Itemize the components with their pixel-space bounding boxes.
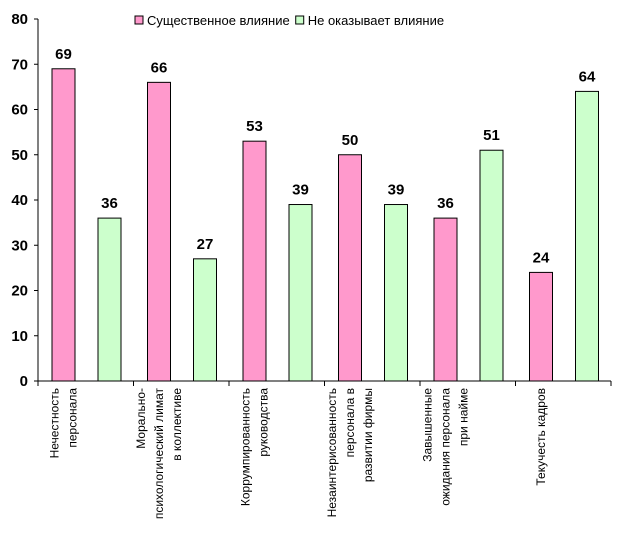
x-tick-label: Морально-: [134, 388, 148, 449]
x-tick-label: ожидания персонала: [439, 388, 453, 506]
data-label: 51: [483, 127, 500, 144]
x-category-label: Текучесть кадров: [534, 388, 548, 486]
y-tick-label: 50: [11, 147, 28, 164]
bar: [193, 258, 217, 382]
x-tick-label: персонала: [66, 388, 80, 448]
x-tick-label: Нечестность: [48, 388, 62, 458]
y-tick-label: 40: [11, 192, 28, 209]
x-tick-label: Коррумпированность: [239, 388, 253, 506]
y-tick-label: 0: [20, 373, 28, 390]
bar: [288, 204, 313, 382]
bar: [529, 271, 553, 382]
data-label: 64: [579, 68, 596, 85]
bar: [575, 90, 599, 382]
x-tick-label: руководства: [257, 388, 271, 457]
bar: [479, 149, 504, 382]
x-tick-label: Завышенные: [421, 388, 435, 462]
y-tick-label: 80: [11, 11, 28, 28]
legend-label: Существенное влияние: [147, 13, 290, 28]
y-tick-label: 60: [11, 102, 28, 119]
data-label: 66: [151, 59, 168, 76]
bar: [242, 140, 267, 382]
data-label: 50: [342, 132, 359, 149]
x-category-label: Завышенные ожидания персонала при найме: [421, 388, 471, 506]
legend-swatch: [295, 15, 305, 25]
y-tick-label: 70: [11, 56, 28, 73]
bar: [147, 81, 171, 382]
data-label: 27: [197, 236, 214, 253]
data-label: 36: [101, 195, 118, 212]
legend: Существенное влияние Не оказывает влияние: [134, 13, 444, 28]
data-label: 24: [533, 249, 550, 266]
x-tick-label: психологический лимат: [152, 388, 166, 520]
bar: [384, 204, 408, 382]
x-category-label: Нечестность персонала: [48, 388, 80, 459]
data-label: 69: [55, 46, 72, 63]
data-label: 53: [246, 118, 263, 135]
bar: [97, 217, 122, 382]
y-tick-label: 10: [11, 328, 28, 345]
bar: [51, 68, 76, 382]
x-tick-label: развитии фирмы: [361, 388, 375, 482]
y-tick-label: 20: [11, 283, 28, 300]
bars: 69 66 53 50 36 24 36 27 39 39 51 64: [51, 46, 599, 382]
x-category-label: Коррумпированность руководства: [239, 388, 271, 506]
data-label: 39: [388, 182, 405, 199]
x-tick-label: персонала в: [343, 388, 357, 457]
x-category-label: Незаинтерисованность персонала в развитии …: [325, 388, 375, 517]
bar: [433, 217, 458, 382]
y-axis: 0 10 20 30 40 50 60 70 80: [11, 11, 39, 390]
data-label: 36: [437, 195, 454, 212]
bar: [338, 154, 362, 382]
x-category-label: Морально-психологический лимат в коллекти…: [134, 388, 184, 520]
x-tick-label: при найме: [457, 388, 471, 446]
legend-swatch: [134, 15, 144, 25]
y-tick-label: 30: [11, 237, 28, 254]
x-tick-label: Незаинтерисованность: [325, 388, 339, 517]
x-tick-label: Текучесть кадров: [534, 388, 548, 486]
legend-label: Не оказывает влияние: [308, 13, 444, 28]
x-tick-label: в коллективе: [170, 388, 184, 461]
x-axis: Нечестность персонала Морально-психологиче…: [37, 380, 612, 520]
data-label: 39: [292, 182, 309, 199]
